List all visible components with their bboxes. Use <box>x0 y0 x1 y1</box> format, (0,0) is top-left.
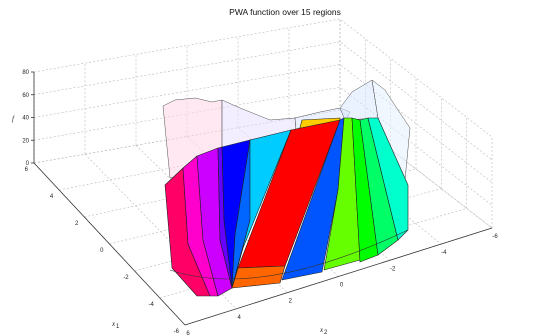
x2-tick-label: 4 <box>237 315 241 321</box>
z-tick-label: 0 <box>26 161 30 167</box>
x1-axis-label-subscript: 1 <box>116 324 120 330</box>
ghost-region-right <box>339 79 379 121</box>
x2-tick-label: -6 <box>492 234 498 240</box>
x2-tick-label: 2 <box>289 299 293 305</box>
z-tick-label: 20 <box>22 138 29 144</box>
x2-axis-label: x <box>319 326 324 334</box>
x1-tick-label: 4 <box>50 194 54 200</box>
axis-layer <box>31 71 493 326</box>
x2-axis <box>184 227 493 326</box>
x1-tick-label: 2 <box>75 221 79 227</box>
x2-tick-label: -4 <box>441 250 447 256</box>
x1-tick-label: -4 <box>148 302 154 308</box>
region-10 <box>281 117 345 281</box>
region-14 <box>367 117 409 241</box>
chart-title: PWA function over 15 regions <box>229 7 341 17</box>
x2-axis-label-subscript: 2 <box>324 330 328 336</box>
x1-tick-label: -6 <box>174 329 180 335</box>
region-11 <box>323 117 361 271</box>
x1-tick-label: -2 <box>123 275 129 281</box>
region-7 <box>231 129 292 289</box>
x1-axis-label: x <box>111 320 116 328</box>
z-tick-label: 80 <box>22 70 29 76</box>
x1-tick-label: 6 <box>25 167 29 173</box>
z-tick-label: 40 <box>22 116 29 122</box>
regions-layer <box>164 117 409 297</box>
x1-axis <box>33 162 186 326</box>
x1-tick-label: 0 <box>100 248 104 254</box>
x2-tick-label: -2 <box>390 266 396 272</box>
z-tick-label: 60 <box>22 93 29 99</box>
z-axis-label: f <box>12 115 15 123</box>
x2-tick-label: 0 <box>340 283 344 289</box>
region-boundary-curve <box>169 229 409 280</box>
x2-tick-label: 6 <box>186 331 190 336</box>
